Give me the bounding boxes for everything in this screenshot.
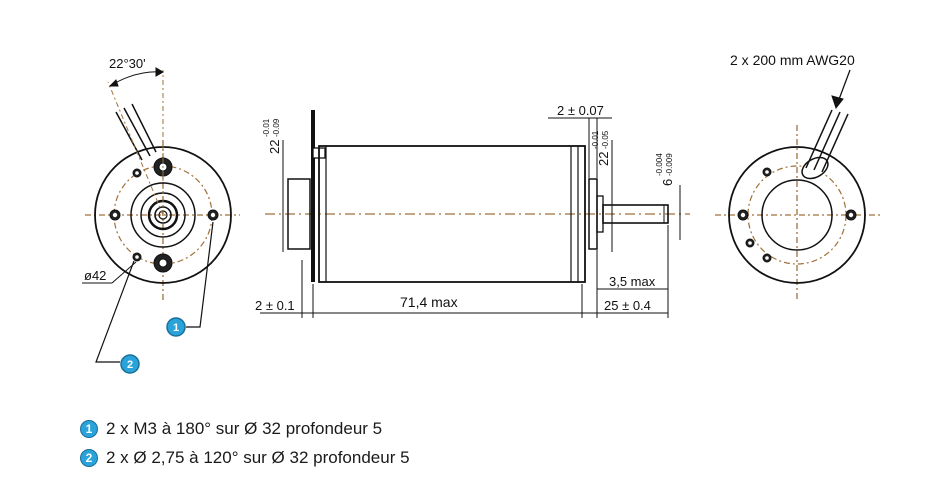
rear-wire-1: [805, 109, 833, 169]
svg-text:-0.009: -0.009: [665, 153, 674, 176]
diameter-label: ø42: [84, 268, 106, 283]
svg-text:-0.09: -0.09: [272, 118, 281, 137]
rear-hole-bottom-left-inner: [765, 256, 769, 260]
front-wire-3: [131, 103, 157, 153]
front-view: [82, 67, 240, 363]
motor-body: [318, 145, 586, 283]
legend-text-2: 2 x Ø 2,75 à 120° sur Ø 32 profondeur 5: [106, 448, 410, 467]
legend-text-1: 2 x M3 à 180° sur Ø 32 profondeur 5: [106, 419, 383, 438]
angle-arc: [109, 71, 164, 87]
rear-hole-left-inner: [740, 212, 746, 218]
dim-top-label: 2 ± 0.07: [557, 103, 604, 118]
front-wire-1: [115, 111, 143, 161]
rear-hole-bottom-left-2-inner: [748, 241, 752, 245]
rear-outer-circle: [728, 146, 866, 284]
svg-text:2: 2: [127, 359, 133, 371]
angle-label: 22°30': [109, 56, 146, 71]
dim-shaft-dia: 6 -0.004 -0.009: [655, 153, 675, 186]
angle-arrow-left: [108, 79, 119, 87]
callout-1-badge: 1: [166, 317, 186, 337]
svg-text:-0.01: -0.01: [262, 118, 271, 137]
svg-text:22: 22: [596, 152, 611, 166]
wire-label: 2 x 200 mm AWG20: [730, 52, 855, 68]
wire-leader: [837, 69, 851, 103]
side-view: [260, 110, 690, 318]
front-boss-outer: [130, 182, 196, 248]
legend-badge-1: 1: [80, 420, 98, 438]
svg-text:22: 22: [267, 140, 282, 154]
wire-leader-arrow: [831, 95, 844, 110]
technical-drawing: 22°30' ø42 1 2: [82, 52, 880, 374]
rear-hole-right-inner: [848, 212, 854, 218]
svg-text:-0.004: -0.004: [655, 153, 664, 176]
dim-rear-dia: 22 -0.01 -0.09: [262, 118, 282, 154]
rear-view: [715, 69, 880, 300]
pin-hole-bottom-left-inner: [135, 255, 139, 259]
dim-left-label: 2 ± 0.1: [255, 298, 295, 313]
rear-wire-3: [821, 113, 849, 173]
legend-badge-2: 2: [80, 449, 98, 467]
callout-1-leader: [186, 221, 214, 328]
angle-arrow-right: [155, 67, 165, 77]
rear-hole-top-left-inner: [765, 170, 769, 174]
dim-length-label: 71,4 max: [400, 294, 458, 310]
front-wire-2: [123, 107, 151, 157]
pin-hole-top-left-inner: [135, 171, 139, 175]
svg-text:-0.05: -0.05: [601, 130, 610, 149]
rear-wire-2: [813, 111, 841, 171]
angle-ext-2: [107, 81, 164, 216]
svg-text:1: 1: [173, 322, 179, 334]
callout-2-leader: [95, 260, 135, 363]
svg-text:6: 6: [660, 179, 675, 186]
rear-boss: [287, 178, 311, 250]
callout-2-badge: 2: [120, 354, 140, 374]
m3-hole-bottom-inner: [158, 258, 168, 268]
legend-item-1: 1 2 x M3 à 180° sur Ø 32 profondeur 5: [80, 419, 382, 439]
dim-boss-label: 3,5 max: [609, 274, 656, 289]
pin-hole-right-inner: [210, 212, 216, 218]
rear-inner-circle: [761, 179, 833, 251]
dim-shaft-len-label: 25 ± 0.4: [604, 298, 651, 313]
shaft: [602, 204, 669, 224]
svg-text:-0.01: -0.01: [591, 130, 600, 149]
pin-hole-left-inner: [112, 212, 118, 218]
dim-front-dia: 22 -0.01 -0.05: [591, 130, 611, 166]
legend-item-2: 2 2 x Ø 2,75 à 120° sur Ø 32 profondeur …: [80, 448, 410, 468]
